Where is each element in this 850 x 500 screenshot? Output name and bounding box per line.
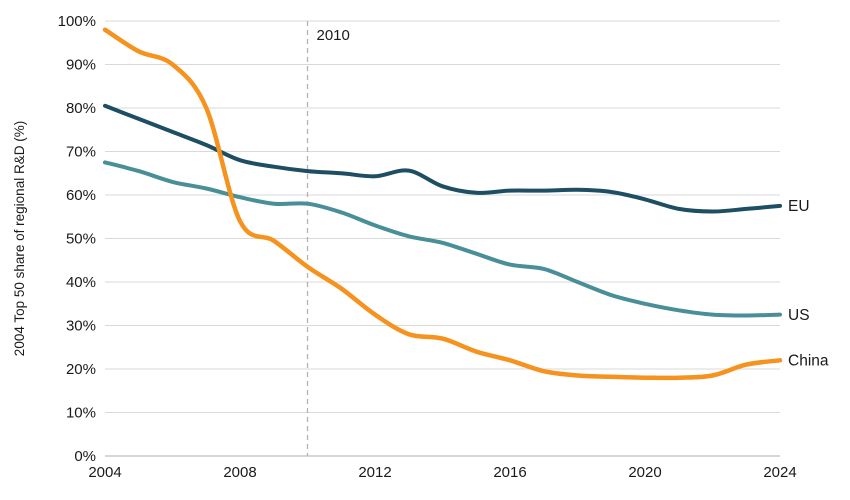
y-tick-label: 90%	[66, 57, 96, 74]
x-tick-label: 2024	[763, 464, 796, 481]
annotation-label-2010: 2010	[317, 27, 350, 44]
y-axis-title: 2004 Top 50 share of regional R&D (%)	[12, 121, 27, 356]
y-tick-label: 40%	[66, 274, 96, 291]
y-tick-label: 30%	[66, 318, 96, 335]
y-tick-label: 80%	[66, 100, 96, 117]
x-tick-label: 2020	[628, 464, 661, 481]
series-label-china: China	[788, 353, 829, 370]
x-tick-label: 2012	[358, 464, 391, 481]
y-tick-label: 0%	[74, 448, 96, 465]
y-tick-label: 20%	[66, 361, 96, 378]
x-tick-label: 2008	[223, 464, 256, 481]
y-tick-label: 70%	[66, 144, 96, 161]
y-tick-label: 10%	[66, 405, 96, 422]
y-tick-label: 60%	[66, 187, 96, 204]
series-label-eu: EU	[788, 198, 810, 215]
series-line-eu	[103, 103, 782, 214]
y-tick-label: 100%	[58, 13, 96, 30]
x-tick-label: 2016	[493, 464, 526, 481]
series-label-us: US	[788, 307, 810, 324]
y-tick-label: 50%	[66, 231, 96, 248]
series-line-china	[102, 27, 783, 381]
x-tick-label: 2004	[88, 464, 121, 481]
series-line-us	[103, 160, 782, 318]
